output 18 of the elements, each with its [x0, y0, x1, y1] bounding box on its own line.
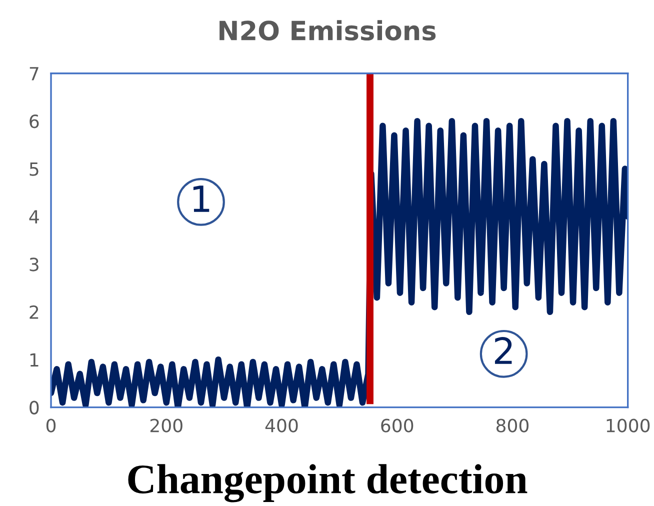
y-tick-label: 6	[30, 114, 39, 128]
x-tick-label: 400	[265, 418, 298, 432]
x-tick-label: 200	[150, 418, 182, 432]
x-tick-label: 0	[46, 418, 56, 432]
y-tick-label: 2	[30, 305, 38, 319]
annotation: 1	[193, 186, 210, 212]
y-tick-label: 0	[30, 400, 39, 414]
x-tick-label: 600	[381, 418, 414, 432]
annotation: 2	[494, 337, 512, 364]
x-tick-label: 1000	[606, 418, 650, 432]
y-tick-label: 5	[30, 162, 38, 176]
x-axis-title: Changepoint detection	[128, 464, 528, 502]
y-tick-label: 7	[30, 67, 38, 80]
y-tick-label: 3	[30, 258, 38, 272]
y-tick-label: 4	[29, 210, 39, 224]
x-tick-label: 800	[496, 418, 529, 432]
chart-title: N2O Emissions	[220, 20, 436, 41]
y-tick-label: 1	[30, 353, 38, 366]
